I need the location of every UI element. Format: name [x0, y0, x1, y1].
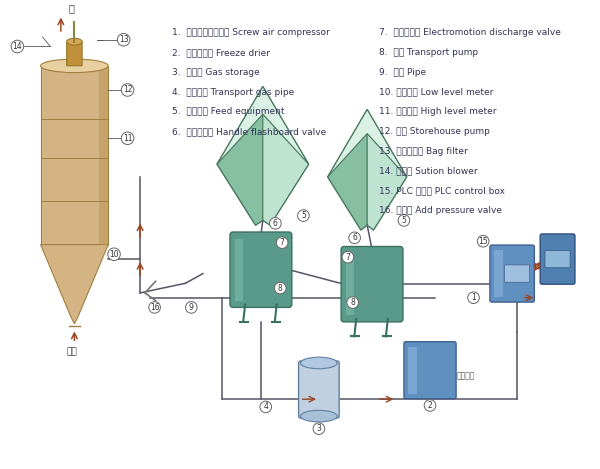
Text: 7: 7 — [280, 238, 284, 247]
Polygon shape — [98, 66, 108, 245]
Text: 6: 6 — [352, 233, 357, 242]
Text: 1.  螺杆式空气压缩机 Screw air compressor: 1. 螺杆式空气压缩机 Screw air compressor — [172, 28, 330, 37]
Polygon shape — [235, 239, 242, 301]
Text: 3.  储气罐 Gas storage: 3. 储气罐 Gas storage — [172, 68, 260, 77]
Text: 7.  电动卸料阀 Electromotion discharge valve: 7. 电动卸料阀 Electromotion discharge valve — [379, 28, 560, 37]
Text: 6: 6 — [273, 219, 278, 228]
Text: 4: 4 — [263, 402, 268, 411]
FancyBboxPatch shape — [540, 234, 575, 284]
Circle shape — [398, 215, 410, 226]
Polygon shape — [408, 347, 418, 394]
Text: 14. 引风机 Sution blower: 14. 引风机 Sution blower — [379, 167, 478, 176]
Text: 压缩空气: 压缩空气 — [457, 371, 476, 380]
Circle shape — [269, 218, 281, 229]
Polygon shape — [328, 134, 367, 230]
FancyBboxPatch shape — [341, 247, 403, 322]
Text: 16: 16 — [150, 303, 160, 312]
Circle shape — [274, 282, 286, 294]
Text: 7: 7 — [346, 253, 350, 262]
Text: 10: 10 — [109, 250, 119, 259]
Polygon shape — [217, 114, 263, 225]
Text: 15: 15 — [478, 237, 488, 246]
Polygon shape — [41, 245, 108, 324]
Polygon shape — [494, 250, 503, 297]
Text: 6.  手动插板阀 Handle flashboard valve: 6. 手动插板阀 Handle flashboard valve — [172, 127, 326, 136]
Circle shape — [11, 40, 23, 53]
Circle shape — [478, 235, 489, 247]
Text: 12. 料仓 Storehouse pump: 12. 料仓 Storehouse pump — [379, 127, 490, 136]
Circle shape — [424, 400, 436, 411]
Circle shape — [149, 302, 160, 313]
Circle shape — [118, 33, 130, 46]
Ellipse shape — [67, 38, 82, 45]
Polygon shape — [346, 253, 353, 315]
Text: 10. 低料位计 Low level meter: 10. 低料位计 Low level meter — [379, 88, 493, 97]
Text: 5: 5 — [401, 216, 406, 225]
Text: 4.  输气管道 Transport gas pipe: 4. 输气管道 Transport gas pipe — [172, 88, 294, 97]
Circle shape — [121, 132, 134, 144]
FancyBboxPatch shape — [545, 250, 570, 268]
Circle shape — [277, 237, 288, 249]
Ellipse shape — [41, 59, 108, 73]
Text: 15. PLC 控制笱 PLC control box: 15. PLC 控制笱 PLC control box — [379, 187, 505, 196]
FancyBboxPatch shape — [230, 232, 292, 307]
Text: 5.  排料装置 Feed equipment: 5. 排料装置 Feed equipment — [172, 107, 284, 116]
Circle shape — [298, 210, 309, 221]
Circle shape — [260, 401, 272, 413]
Ellipse shape — [301, 410, 337, 422]
Text: 13. 袋式过滤器 Bag filter: 13. 袋式过滤器 Bag filter — [379, 147, 467, 156]
Text: 14: 14 — [13, 42, 22, 51]
Text: 装车: 装车 — [67, 348, 77, 357]
Polygon shape — [367, 134, 407, 230]
Polygon shape — [217, 86, 309, 164]
Text: 5: 5 — [301, 211, 306, 220]
Text: 8.  仓泵 Transport pump: 8. 仓泵 Transport pump — [379, 48, 478, 57]
FancyBboxPatch shape — [67, 42, 82, 66]
Circle shape — [108, 248, 121, 260]
Circle shape — [313, 423, 325, 434]
Text: 2: 2 — [428, 401, 433, 410]
FancyBboxPatch shape — [505, 265, 530, 282]
Circle shape — [185, 302, 197, 313]
Text: 气: 气 — [68, 3, 74, 13]
Polygon shape — [328, 109, 407, 177]
Circle shape — [121, 83, 134, 96]
Text: 8: 8 — [278, 284, 283, 293]
Polygon shape — [41, 66, 108, 245]
FancyBboxPatch shape — [299, 361, 339, 418]
Text: 13: 13 — [119, 35, 128, 44]
Text: 3: 3 — [316, 424, 322, 433]
FancyBboxPatch shape — [404, 342, 456, 399]
Text: 1: 1 — [471, 293, 476, 302]
Text: 2.  冷冻干燥机 Freeze drier: 2. 冷冻干燥机 Freeze drier — [172, 48, 270, 57]
Ellipse shape — [301, 357, 337, 369]
Circle shape — [349, 232, 361, 243]
Text: 16. 增压器 Add pressure valve: 16. 增压器 Add pressure valve — [379, 206, 502, 215]
FancyBboxPatch shape — [490, 245, 535, 302]
Text: 11: 11 — [123, 134, 133, 143]
Circle shape — [467, 292, 479, 303]
Polygon shape — [263, 114, 309, 225]
Text: 8: 8 — [350, 298, 355, 307]
Text: 12: 12 — [123, 85, 133, 94]
Text: 9: 9 — [189, 303, 194, 312]
Circle shape — [347, 297, 359, 308]
Text: 9.  管道 Pipe: 9. 管道 Pipe — [379, 68, 426, 77]
Text: 11. 高料位计 High level meter: 11. 高料位计 High level meter — [379, 107, 496, 116]
Circle shape — [342, 251, 353, 263]
